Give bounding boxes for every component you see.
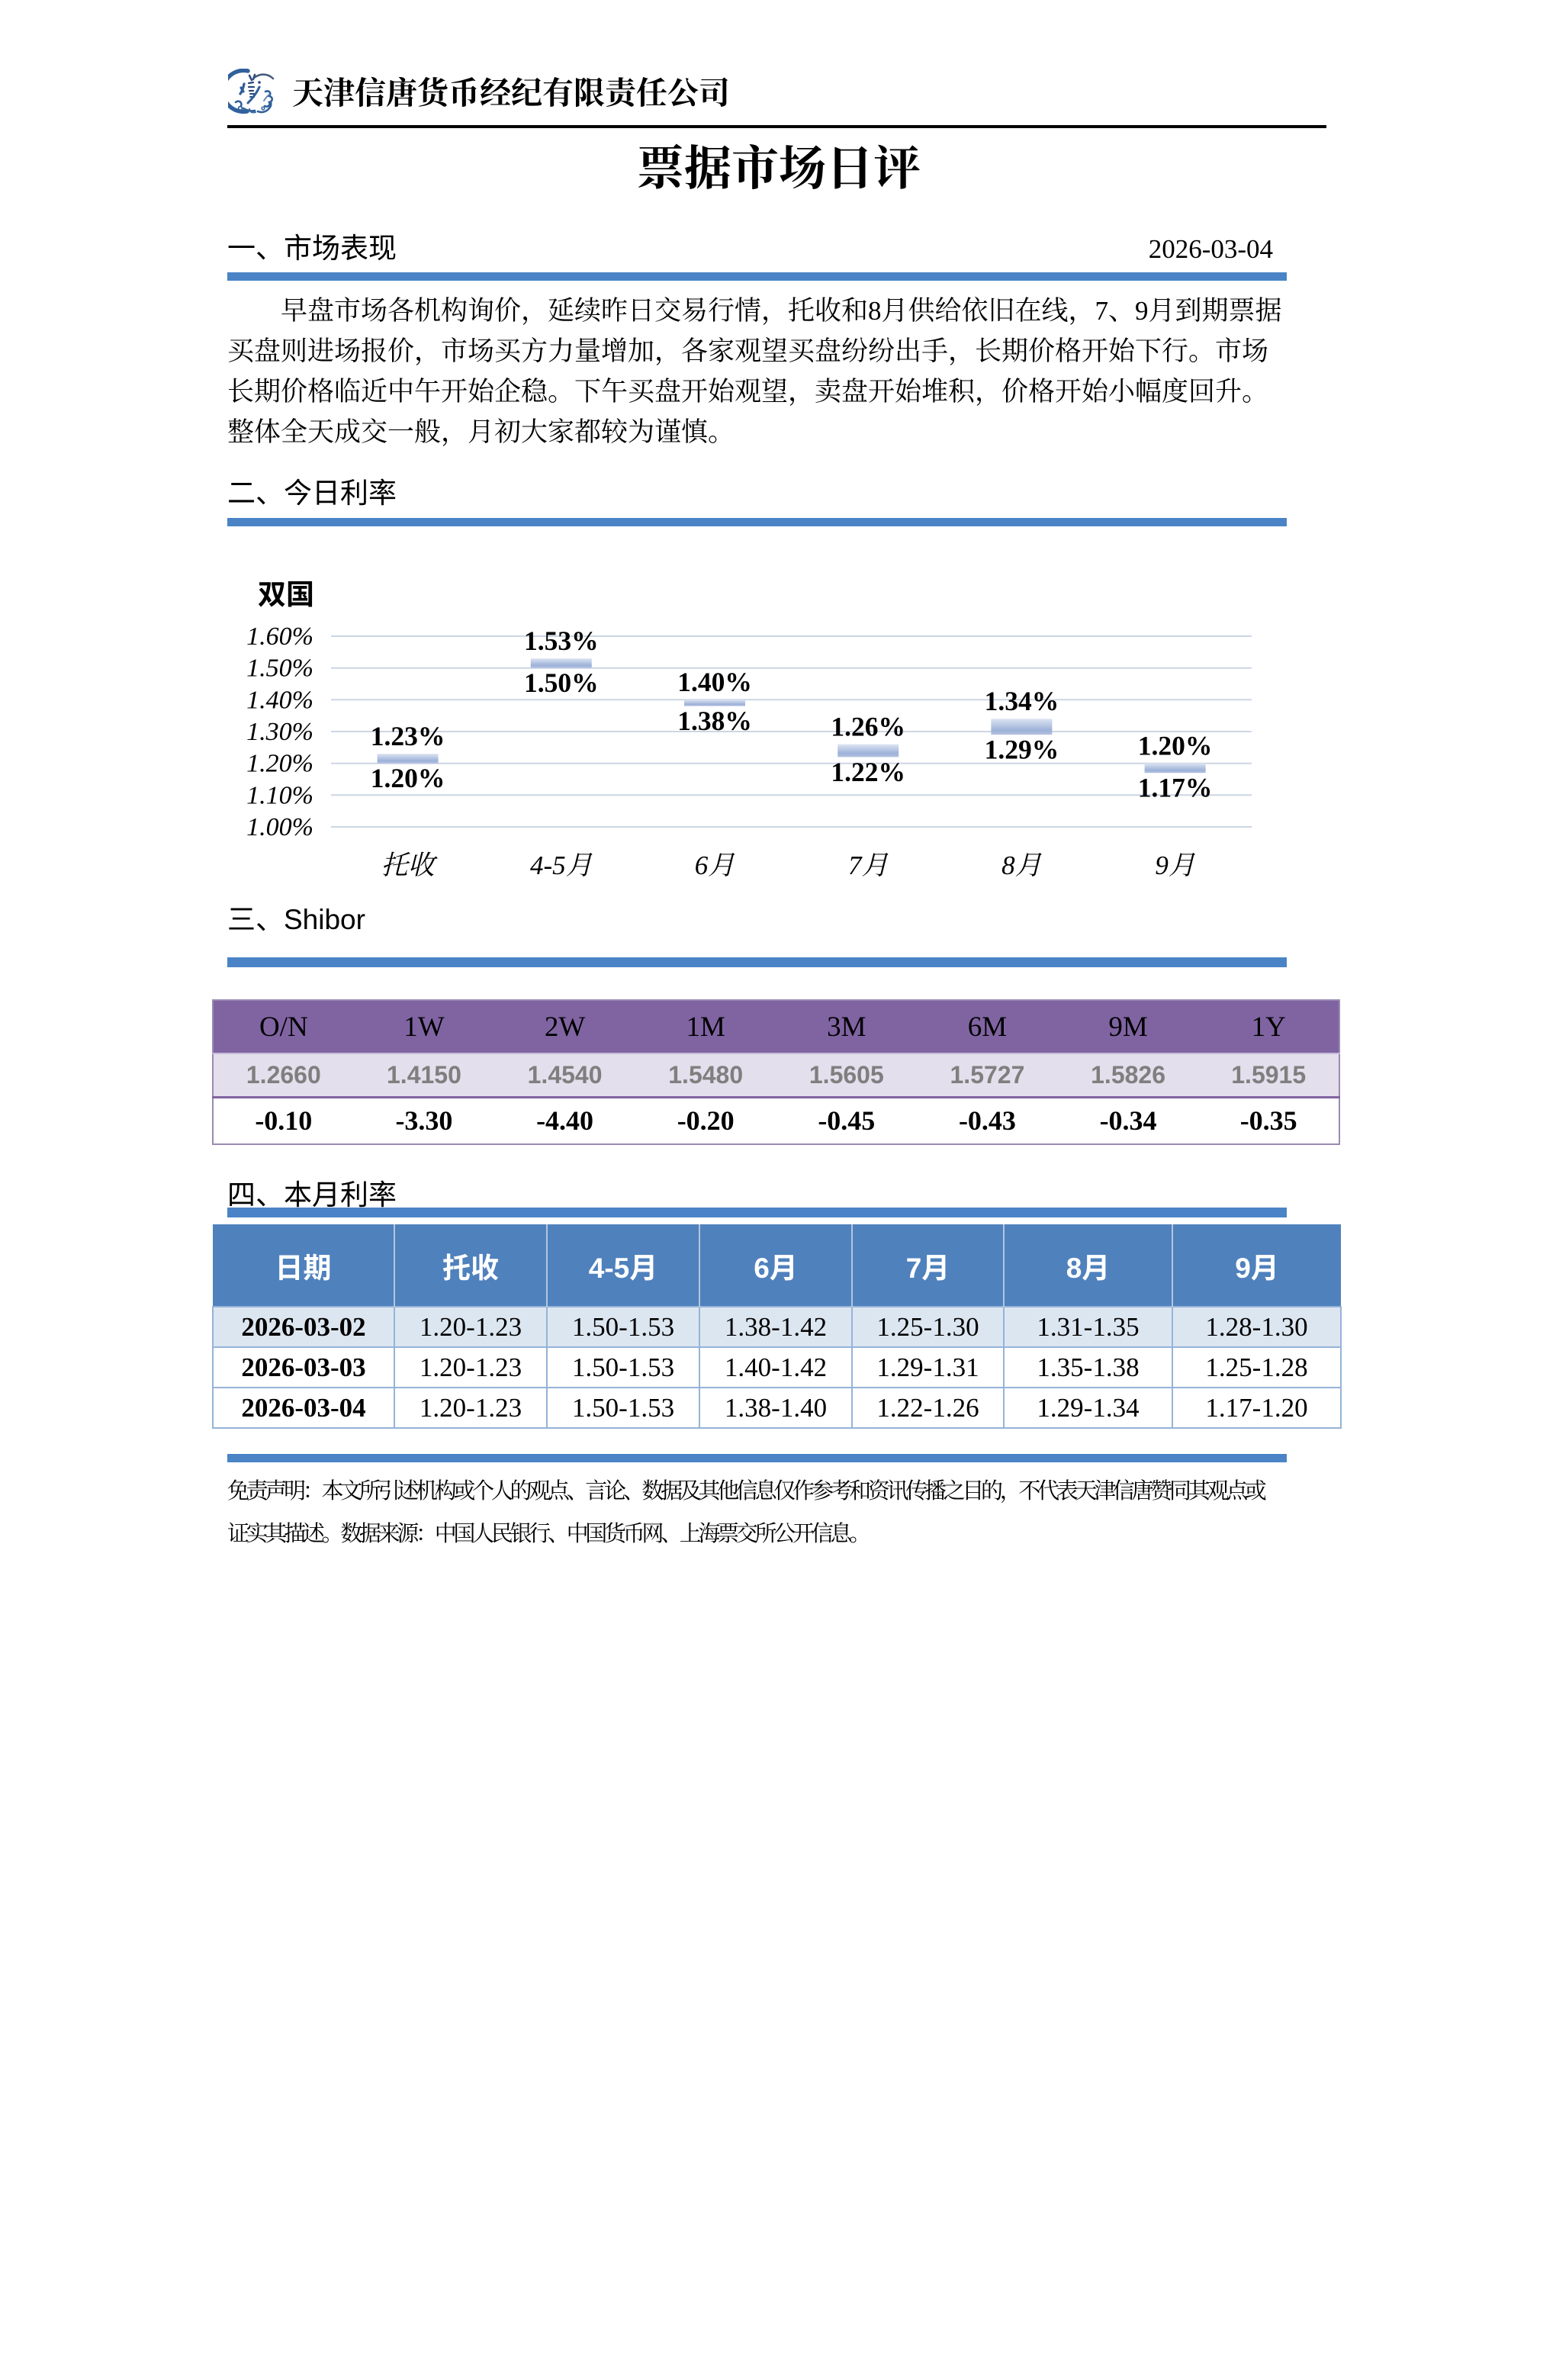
svg-text:1.00%: 1.00% — [246, 813, 313, 841]
svg-text:1.20%: 1.20% — [246, 750, 313, 778]
svg-text:1.20%: 1.20% — [371, 763, 445, 793]
svg-text:1.50%: 1.50% — [246, 654, 313, 683]
svg-text:1.40%: 1.40% — [246, 686, 313, 714]
svg-text:1.22%: 1.22% — [831, 757, 905, 787]
svg-text:1.29%: 1.29% — [985, 735, 1059, 765]
svg-text:1.38%: 1.38% — [677, 706, 752, 736]
svg-text:9月: 9月 — [1155, 851, 1196, 880]
svg-text:1.10%: 1.10% — [246, 781, 313, 809]
svg-text:1.23%: 1.23% — [371, 721, 445, 751]
svg-text:7月: 7月 — [848, 851, 889, 880]
svg-text:1.53%: 1.53% — [524, 626, 599, 656]
svg-text:1.60%: 1.60% — [246, 622, 313, 651]
svg-text:1.50%: 1.50% — [524, 667, 599, 698]
svg-text:托收: 托收 — [381, 851, 439, 880]
svg-text:8月: 8月 — [1001, 851, 1043, 880]
svg-text:1.17%: 1.17% — [1138, 773, 1213, 803]
svg-text:4-5月: 4-5月 — [530, 851, 593, 880]
svg-text:1.30%: 1.30% — [246, 718, 313, 746]
svg-text:1.34%: 1.34% — [985, 686, 1059, 716]
svg-text:1.26%: 1.26% — [831, 712, 905, 742]
svg-text:双国: 双国 — [258, 579, 314, 610]
svg-text:1.20%: 1.20% — [1138, 731, 1213, 761]
svg-text:6月: 6月 — [695, 851, 736, 880]
svg-text:1.40%: 1.40% — [677, 667, 752, 697]
